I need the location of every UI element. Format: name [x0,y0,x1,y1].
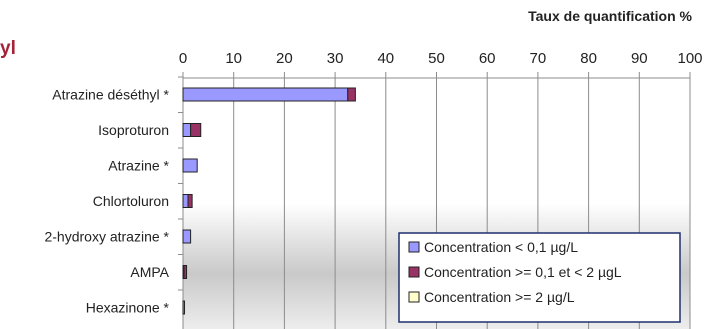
category-label: 2-hydroxy atrazine * [44,229,169,245]
cropped-title-fragment: yl [0,38,16,59]
x-tick-label: 50 [428,50,445,67]
x-tick-label: 40 [377,50,394,67]
x-tick-label: 30 [327,50,344,67]
category-label: Atrazine * [108,158,169,174]
x-tick-label: 10 [225,50,242,67]
x-tick-label: 80 [580,50,597,67]
x-tick-labels: 0 10 20 30 40 50 60 70 80 90 100 [179,50,703,67]
category-label: Hexazinone * [86,300,170,316]
category-labels: Atrazine déséthyl * Isoproturon Atrazine *… [44,87,169,316]
category-label: Atrazine déséthyl * [52,87,169,103]
legend-swatch [408,241,420,253]
bar-segment [182,87,349,102]
legend-swatch [408,291,420,303]
x-tick-label: 60 [479,50,496,67]
bar-segment [182,229,192,244]
bars [182,87,356,315]
x-tick-label: 20 [276,50,293,67]
legend-box [398,232,681,323]
x-tick-label: 100 [677,50,702,67]
legend-label: Concentration >= 2 µg/L [424,289,575,305]
bar-segment [187,194,193,208]
x-tick-label: 70 [530,50,547,67]
bar-segment [182,123,192,137]
x-tick-label: 0 [179,50,187,67]
bar-segment [347,87,356,102]
bar-segment [190,123,202,137]
category-label: Isoproturon [98,122,169,138]
legend-label: Concentration < 0,1 µg/L [424,239,578,255]
category-label: Chlortoluron [93,193,169,209]
category-label: AMPA [130,264,169,280]
x-axis-title: Taux de quantification % [528,8,692,24]
bar-segment [182,194,189,208]
legend-label: Concentration >= 0,1 et < 2 µgL [424,264,622,280]
x-tick-label: 90 [631,50,648,67]
legend-swatch [408,266,420,278]
legend: Concentration < 0,1 µg/L Concentration >=… [398,232,681,323]
bar-segment [182,300,186,315]
bar-segment [183,265,188,279]
bar-segment [182,158,198,173]
